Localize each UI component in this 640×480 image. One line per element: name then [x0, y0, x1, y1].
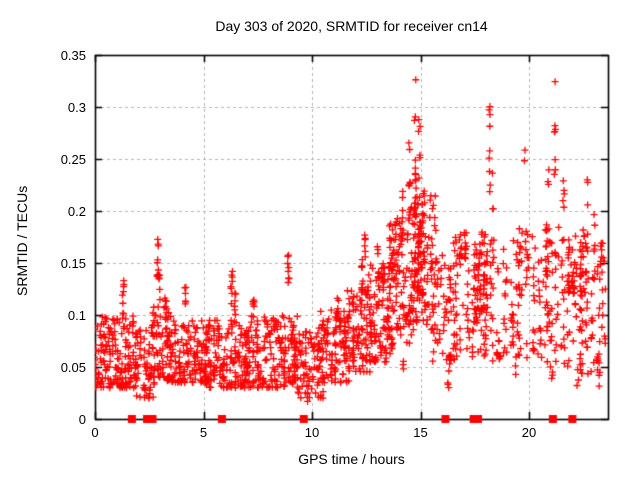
y-tick-label: 0.15: [60, 256, 86, 271]
chart-title: Day 303 of 2020, SRMTID for receiver cn1…: [215, 18, 488, 34]
y-tick-label: 0.3: [67, 100, 86, 115]
y-tick-label: 0.25: [60, 152, 86, 167]
x-tick-label: 0: [91, 425, 99, 440]
y-tick-label: 0.05: [60, 360, 86, 375]
x-tick-label: 10: [304, 425, 320, 440]
y-tick-label: 0.2: [67, 204, 86, 219]
y-tick-label: 0.35: [60, 48, 86, 63]
x-tick-label: 15: [413, 425, 428, 440]
y-tick-label: 0: [78, 412, 86, 427]
x-axis-label: GPS time / hours: [298, 451, 405, 467]
x-tick-label: 20: [521, 425, 537, 440]
y-tick-label: 0.1: [67, 308, 86, 323]
y-axis-label: SRMTID / TECUs: [14, 185, 30, 296]
x-tick-label: 5: [199, 425, 208, 440]
